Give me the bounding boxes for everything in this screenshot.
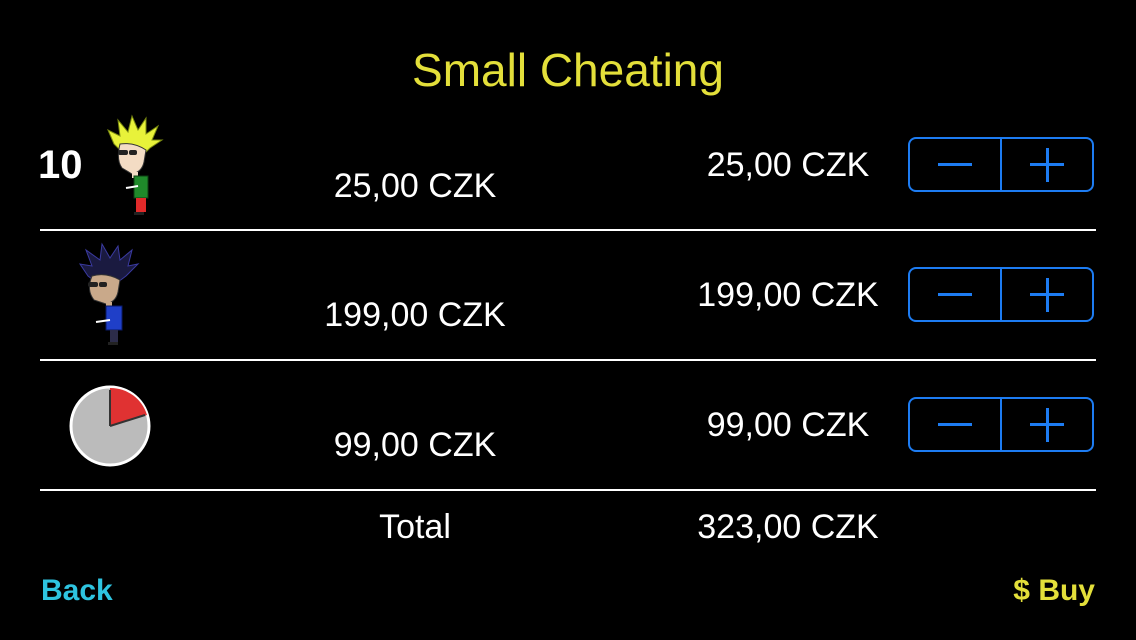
row-divider <box>40 229 1096 231</box>
quantity-stepper <box>908 397 1094 452</box>
minus-icon <box>938 293 972 296</box>
total-value: 323,00 CZK <box>697 508 879 546</box>
punk-green-shirt-icon <box>104 114 164 220</box>
list-item <box>0 101 1136 231</box>
increment-button[interactable] <box>1002 269 1092 320</box>
row-divider <box>40 359 1096 361</box>
total-label: Total <box>379 508 451 546</box>
plus-icon <box>1030 407 1064 442</box>
increment-button[interactable] <box>1002 139 1092 190</box>
decrement-button[interactable] <box>910 139 1000 190</box>
unit-price: 99,00 CZK <box>333 426 497 464</box>
quantity-stepper <box>908 267 1094 322</box>
unit-price: 25,00 CZK <box>333 167 497 205</box>
buy-button[interactable]: $ Buy <box>1013 574 1095 607</box>
stepper-separator <box>1000 269 1002 320</box>
minus-icon <box>938 423 972 426</box>
list-item <box>0 231 1136 361</box>
quantity-stepper <box>908 137 1094 192</box>
plus-icon <box>1030 147 1064 182</box>
increment-button[interactable] <box>1002 399 1092 450</box>
row-divider <box>40 489 1096 491</box>
decrement-button[interactable] <box>910 399 1000 450</box>
line-price: 199,00 CZK <box>697 276 879 314</box>
stepper-separator <box>1000 399 1002 450</box>
plus-icon <box>1030 277 1064 312</box>
stepper-separator <box>1000 139 1002 190</box>
page-title: Small Cheating <box>412 44 724 96</box>
list-item <box>0 361 1136 491</box>
decrement-button[interactable] <box>910 269 1000 320</box>
timer-clock-icon <box>69 385 151 467</box>
punk-blue-shirt-icon <box>78 242 140 350</box>
back-button[interactable]: Back <box>41 574 113 607</box>
line-price: 25,00 CZK <box>706 146 870 184</box>
minus-icon <box>938 163 972 166</box>
line-price: 99,00 CZK <box>706 406 870 444</box>
unit-price: 199,00 CZK <box>324 296 506 334</box>
quantity-label: 10 <box>38 143 83 187</box>
